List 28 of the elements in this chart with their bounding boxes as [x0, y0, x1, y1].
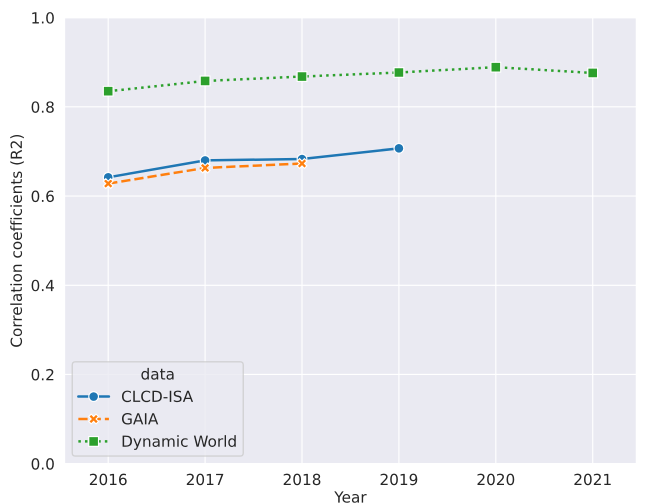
y-tick-label: 0.8: [32, 101, 54, 113]
point: [587, 68, 598, 78]
y-axis-title: Correlation coefficients (R2): [10, 134, 24, 347]
x-axis-title: Year: [334, 491, 367, 503]
x-tick-label: 2016: [90, 474, 127, 486]
point: [200, 162, 211, 174]
x-tick-label: 2018: [284, 474, 320, 486]
point: [393, 142, 404, 154]
y-tick-label: 0.6: [32, 190, 54, 202]
point: [200, 76, 211, 86]
x-tick-label: 2020: [477, 474, 514, 486]
y-tick-label: 0.4: [32, 280, 54, 292]
x-tick-label: 2021: [574, 474, 611, 486]
point: [102, 178, 114, 189]
y-tick-label: 0.2: [32, 368, 54, 380]
x-tick-label: 2017: [186, 474, 224, 486]
point: [490, 62, 502, 73]
point: [296, 71, 308, 82]
legend-title: data: [141, 368, 174, 380]
point: [102, 86, 114, 97]
point: [393, 67, 404, 78]
y-tick-label: 0.0: [32, 458, 54, 470]
point: [296, 158, 308, 169]
y-tick-label: 1.0: [32, 12, 54, 24]
x-tick-label: 2019: [380, 474, 418, 486]
legend-label: CLCD-ISA: [122, 390, 194, 402]
legend-label: GAIA: [122, 412, 158, 425]
legend-label: Dynamic World: [122, 435, 236, 450]
